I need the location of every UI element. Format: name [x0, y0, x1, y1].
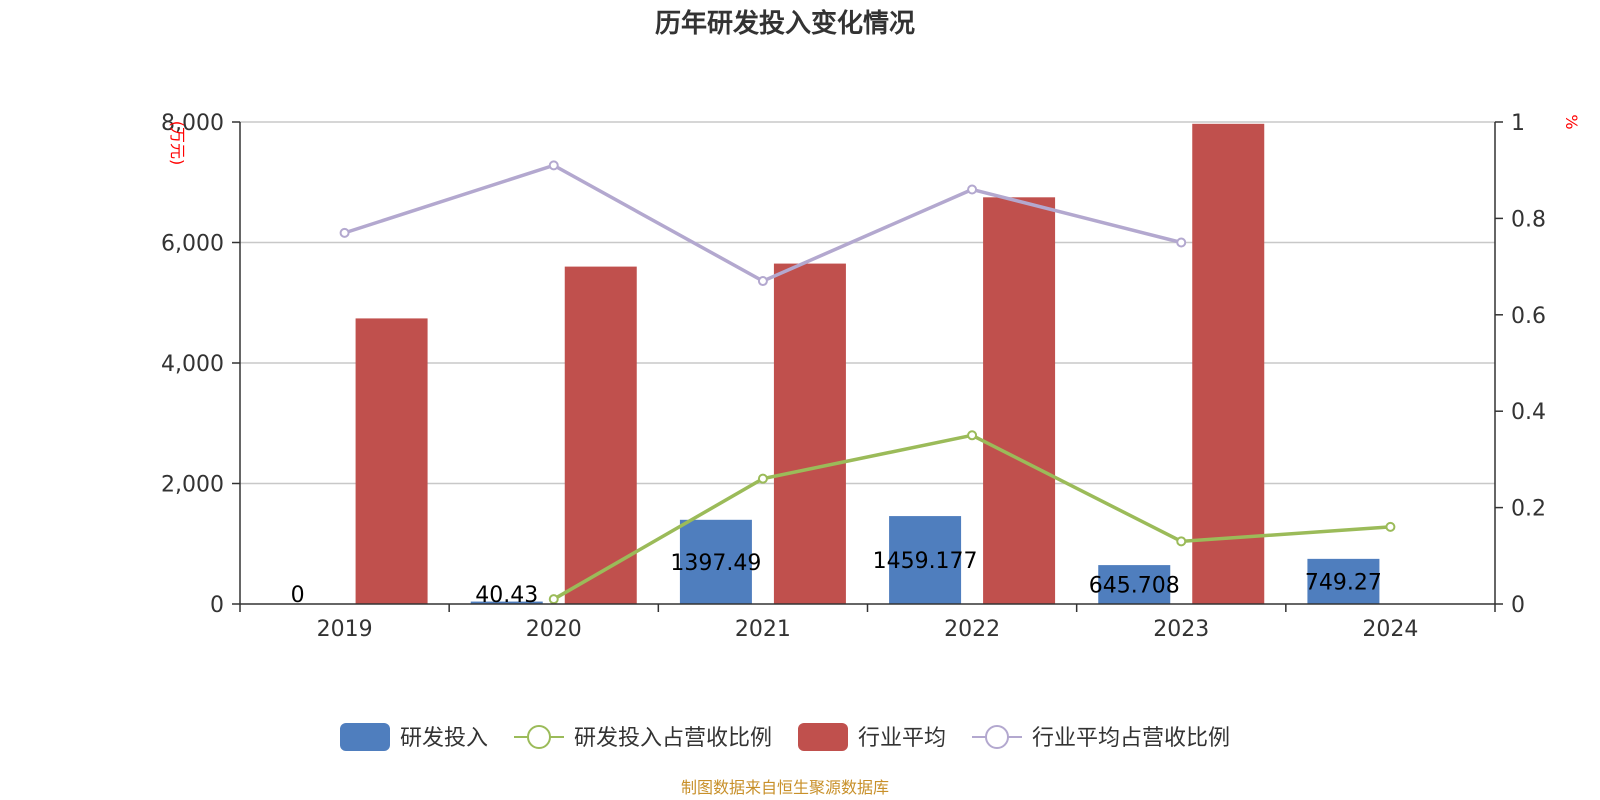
- bar: [1307, 558, 1380, 604]
- left-tick-label: 6,000: [161, 232, 224, 257]
- left-tick-label: 2,000: [161, 473, 224, 498]
- x-tick-label: 2024: [1362, 617, 1418, 642]
- line-point: [757, 473, 768, 484]
- bar: [564, 266, 637, 604]
- legend-label: 行业平均占营收比例: [1032, 726, 1230, 751]
- x-tick-label: 2020: [526, 617, 582, 642]
- right-tick-label: 0.4: [1511, 400, 1546, 425]
- x-tick-label: 2023: [1153, 617, 1209, 642]
- line-point: [967, 184, 978, 195]
- left-tick-label: 0: [210, 593, 224, 618]
- bar: [1192, 123, 1265, 605]
- right-tick-label: 0.6: [1511, 304, 1546, 329]
- line-point: [548, 160, 559, 171]
- right-tick-label: 0.8: [1511, 207, 1546, 232]
- legend: 研发投入 研发投入占营收比例 行业平均 行业平均占营收比例: [340, 723, 1230, 751]
- grid: [240, 121, 1495, 485]
- bar-data-label: 0: [291, 583, 305, 608]
- x-tick-label: 2022: [944, 617, 1000, 642]
- bar-data-label: 1459.177: [873, 549, 978, 574]
- bar: [470, 601, 543, 604]
- line-point: [757, 276, 768, 287]
- bar-data-label: 40.43: [475, 583, 538, 608]
- line-point: [1176, 536, 1187, 547]
- bar: [773, 263, 846, 604]
- legend-swatch: [798, 723, 848, 751]
- legend-label: 行业平均: [858, 726, 946, 751]
- source-note: 制图数据来自恒生聚源数据库: [681, 778, 889, 797]
- legend-label: 研发投入占营收比例: [574, 726, 772, 751]
- legend-marker: [985, 725, 1009, 749]
- lines: [339, 160, 1396, 605]
- left-axis-unit: (万元): [168, 121, 187, 166]
- right-axis-unit: %: [1562, 114, 1581, 129]
- x-tick-label: 2019: [317, 617, 373, 642]
- line-point: [1385, 521, 1396, 532]
- chart-title: 历年研发投入变化情况: [655, 8, 915, 39]
- legend-label: 研发投入: [400, 726, 488, 751]
- bar: [983, 197, 1056, 604]
- line-point: [548, 594, 559, 605]
- x-tick-label: 2021: [735, 617, 791, 642]
- bar-data-label: 1397.49: [670, 551, 761, 576]
- bar: [1098, 565, 1171, 604]
- legend-marker: [527, 725, 551, 749]
- bars: [355, 123, 1380, 605]
- bar-data-label: 749.27: [1305, 570, 1382, 595]
- line-point: [967, 430, 978, 441]
- right-tick-label: 0.2: [1511, 497, 1546, 522]
- line-point: [339, 227, 350, 238]
- line-point: [1176, 237, 1187, 248]
- bar-data-label: 645.708: [1089, 574, 1180, 599]
- data-labels: 0 40.43 1397.49 1459.177 645.708 749.27: [291, 549, 1382, 608]
- right-tick-label: 0: [1511, 593, 1525, 618]
- bar: [355, 318, 428, 604]
- right-tick-label: 1: [1511, 111, 1525, 136]
- series-line: [344, 163, 1182, 284]
- bar: [679, 519, 752, 604]
- bar: [889, 516, 962, 604]
- left-tick-label: 4,000: [161, 352, 224, 377]
- left-tick-label: 8,000: [161, 111, 224, 136]
- legend-swatch: [340, 723, 390, 751]
- axes: 0 2,000 4,000 6,000 8,000 0 0.2 0.4 0.6 0.8 1 2019 2…: [161, 111, 1546, 642]
